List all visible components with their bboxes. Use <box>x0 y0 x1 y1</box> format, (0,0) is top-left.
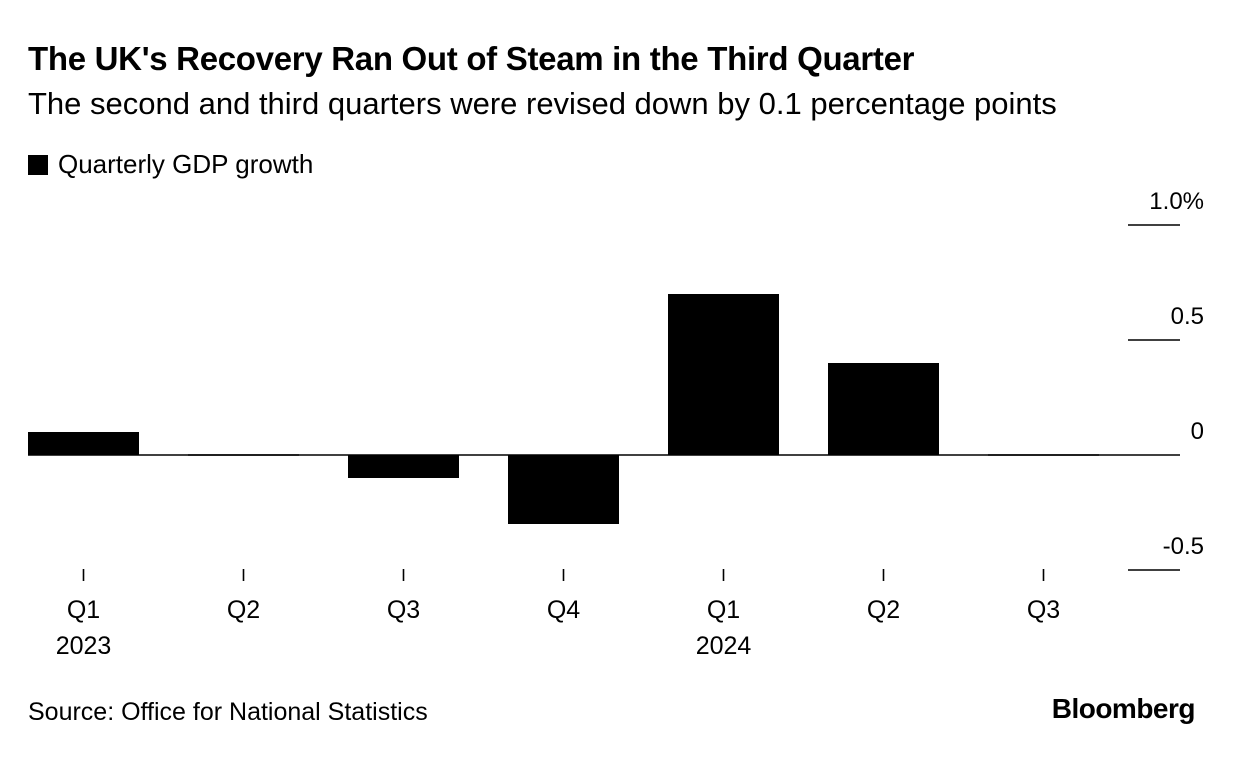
chart-title: The UK's Recovery Ran Out of Steam in th… <box>28 40 915 77</box>
y-tick-label: 0.5 <box>1171 303 1204 330</box>
x-tick-label: Q3 <box>1027 596 1060 624</box>
bar-chart: 1.0% 0.5 0 -0.5 Q1 2023 Q2 Q3 Q4 Q1 2024 Q2 Q3 <box>28 188 1204 660</box>
x-tick-label: Q4 <box>547 596 580 624</box>
x-tick-label: Q1 <box>707 596 740 624</box>
chart-subtitle: The second and third quarters were revis… <box>28 86 1057 121</box>
source-note: Source: Office for National Statistics <box>28 698 428 726</box>
legend-label: Quarterly GDP growth <box>58 149 314 179</box>
legend-swatch <box>28 154 48 175</box>
x-tick-label: Q2 <box>227 596 260 624</box>
x-tick-label: Q2 <box>867 596 900 624</box>
x-year-label: 2024 <box>696 632 752 660</box>
y-tick-label: -0.5 <box>1163 533 1204 560</box>
bar <box>668 294 779 455</box>
bar <box>348 455 459 478</box>
x-tick-label: Q1 <box>67 596 100 624</box>
bloomberg-logo: Bloomberg <box>1051 693 1196 724</box>
legend: Quarterly GDP growth <box>28 149 313 180</box>
bar <box>508 455 619 524</box>
bar <box>828 363 939 455</box>
x-year-label: 2023 <box>56 632 112 660</box>
bar <box>28 432 139 455</box>
x-tick-label: Q3 <box>387 596 420 624</box>
y-tick-label: 1.0% <box>1149 188 1204 215</box>
y-tick-label: 0 <box>1191 418 1204 445</box>
